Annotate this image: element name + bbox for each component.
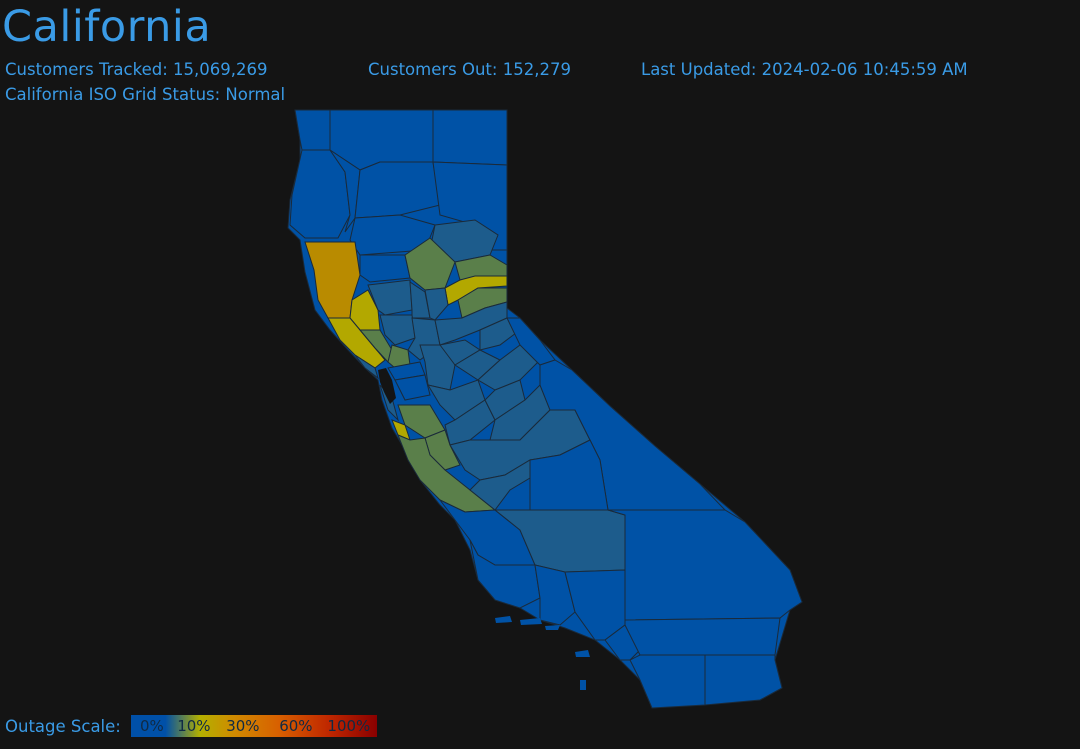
scale-stop-60: 60% <box>279 717 313 735</box>
customers-out: Customers Out: 152,279 <box>368 60 571 79</box>
county-sutter[interactable] <box>409 281 431 319</box>
county-marin[interactable] <box>354 354 379 380</box>
county-orange[interactable] <box>604 624 641 661</box>
county-kings[interactable] <box>469 459 531 511</box>
county-yolo[interactable] <box>379 314 416 346</box>
county-san-diego[interactable] <box>629 654 706 709</box>
outage-scale-title: Outage Scale: <box>5 716 121 736</box>
county-alameda[interactable] <box>394 374 431 401</box>
scale-stop-100: 100% <box>327 717 371 735</box>
county-san-bernardino[interactable] <box>607 509 803 621</box>
last-updated: Last Updated: 2024-02-06 10:45:59 AM <box>641 60 968 79</box>
county-alpine[interactable] <box>479 317 521 351</box>
outage-scale-legend: Outage Scale: 0% 10% 30% 60% 100% <box>5 714 377 738</box>
page-title: California <box>2 2 212 52</box>
scale-stop-30: 30% <box>226 717 260 735</box>
county-glenn[interactable] <box>359 254 411 283</box>
county-modoc[interactable] <box>432 109 508 166</box>
scale-stop-0: 0% <box>139 717 164 735</box>
channel-islands <box>495 616 590 690</box>
county-imperial[interactable] <box>704 654 783 706</box>
county-yuba[interactable] <box>424 287 449 321</box>
iso-grid-status: California ISO Grid Status: Normal <box>5 85 286 104</box>
county-mariposa[interactable] <box>484 379 526 421</box>
county-tulare[interactable] <box>529 439 609 511</box>
outage-scale-bar: 0% 10% 30% 60% 100% <box>130 715 377 737</box>
scale-stop-10: 10% <box>177 717 211 735</box>
customers-tracked: Customers Tracked: 15,069,269 <box>5 60 268 79</box>
county-nevada[interactable] <box>444 275 508 306</box>
sf-bay-water <box>378 368 396 404</box>
county-colusa[interactable] <box>367 279 413 316</box>
county-sonoma[interactable] <box>327 317 386 369</box>
county-riverside[interactable] <box>624 617 781 656</box>
